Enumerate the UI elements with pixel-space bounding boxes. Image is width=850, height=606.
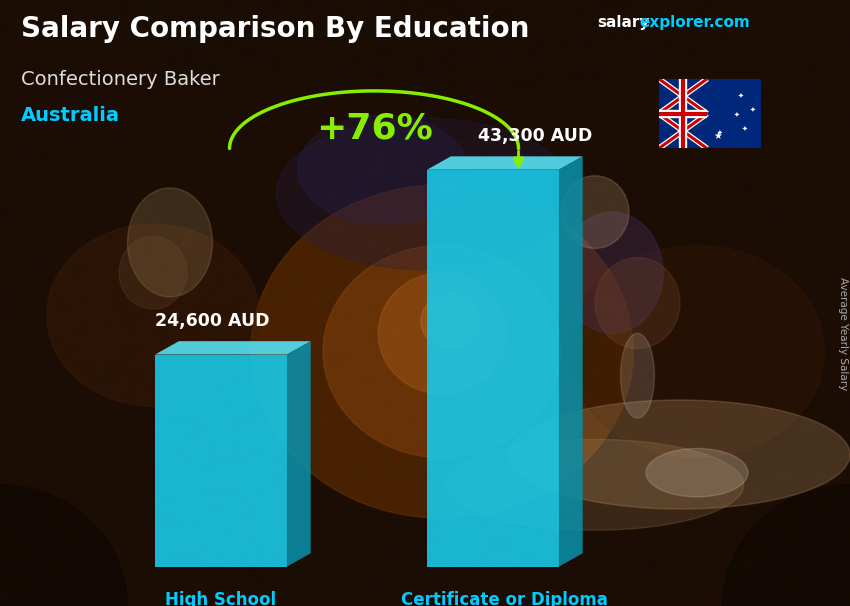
Ellipse shape <box>595 258 680 348</box>
Ellipse shape <box>119 236 187 309</box>
Ellipse shape <box>570 245 824 458</box>
Ellipse shape <box>510 400 850 509</box>
Ellipse shape <box>446 439 744 530</box>
Text: explorer.com: explorer.com <box>639 15 750 30</box>
Text: ✦: ✦ <box>738 93 743 99</box>
Ellipse shape <box>0 485 128 606</box>
Text: ★: ★ <box>713 131 722 141</box>
Text: Average Yearly Salary: Average Yearly Salary <box>838 277 848 390</box>
Polygon shape <box>286 341 311 567</box>
Text: ✦: ✦ <box>734 112 740 118</box>
Ellipse shape <box>298 115 468 224</box>
Ellipse shape <box>646 448 748 497</box>
Text: Certificate or Diploma: Certificate or Diploma <box>401 591 609 606</box>
Ellipse shape <box>620 333 654 418</box>
Text: 43,300 AUD: 43,300 AUD <box>479 127 592 145</box>
Polygon shape <box>427 156 582 170</box>
Ellipse shape <box>276 118 574 270</box>
Text: Australia: Australia <box>21 106 120 125</box>
Text: Confectionery Baker: Confectionery Baker <box>21 70 220 88</box>
Text: ✦: ✦ <box>741 126 747 132</box>
Text: salary: salary <box>598 15 650 30</box>
Text: ✦: ✦ <box>717 130 722 136</box>
Ellipse shape <box>378 273 506 394</box>
Polygon shape <box>559 156 582 567</box>
Bar <box>427 170 559 567</box>
Ellipse shape <box>722 485 850 606</box>
Ellipse shape <box>85 0 765 91</box>
Ellipse shape <box>561 176 629 248</box>
Ellipse shape <box>561 212 663 333</box>
Text: High School: High School <box>166 591 276 606</box>
Bar <box>155 355 286 567</box>
Polygon shape <box>155 341 311 355</box>
Text: Salary Comparison By Education: Salary Comparison By Education <box>21 15 530 43</box>
Ellipse shape <box>421 294 480 348</box>
Ellipse shape <box>128 188 212 297</box>
Ellipse shape <box>323 245 561 458</box>
Text: ✦: ✦ <box>751 107 756 113</box>
Ellipse shape <box>251 185 633 518</box>
Text: 24,600 AUD: 24,600 AUD <box>156 312 269 330</box>
Text: +76%: +76% <box>315 112 433 145</box>
Ellipse shape <box>47 224 259 406</box>
